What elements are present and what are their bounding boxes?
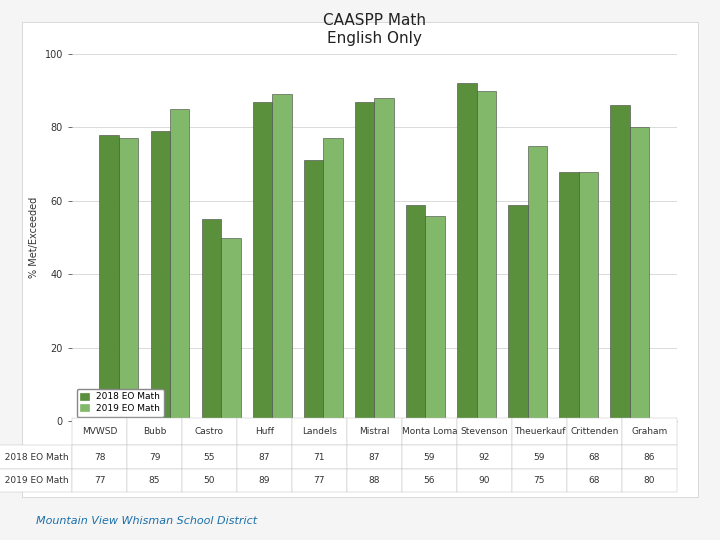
Y-axis label: % Met/Exceeded: % Met/Exceeded — [29, 197, 39, 278]
Title: CAASPP Math
English Only: CAASPP Math English Only — [323, 14, 426, 46]
Bar — [528, 146, 547, 421]
Text: Mountain View Whisman School District: Mountain View Whisman School District — [36, 516, 257, 526]
Bar — [477, 91, 496, 421]
Bar — [355, 102, 374, 421]
Bar — [406, 205, 426, 421]
Bar — [611, 105, 630, 421]
Bar — [150, 131, 170, 421]
Bar — [630, 127, 649, 421]
Bar — [221, 238, 240, 421]
Bar — [508, 205, 528, 421]
Bar — [119, 138, 138, 421]
Bar — [304, 160, 323, 421]
Bar — [457, 83, 477, 421]
Legend: 2018 EO Math, 2019 EO Math: 2018 EO Math, 2019 EO Math — [76, 389, 164, 417]
Bar — [170, 109, 189, 421]
Bar — [272, 94, 292, 421]
Bar — [323, 138, 343, 421]
Bar — [579, 172, 598, 421]
Bar — [202, 219, 221, 421]
Bar — [253, 102, 272, 421]
Bar — [99, 135, 119, 421]
Bar — [374, 98, 394, 421]
Bar — [426, 215, 445, 421]
Bar — [559, 172, 579, 421]
